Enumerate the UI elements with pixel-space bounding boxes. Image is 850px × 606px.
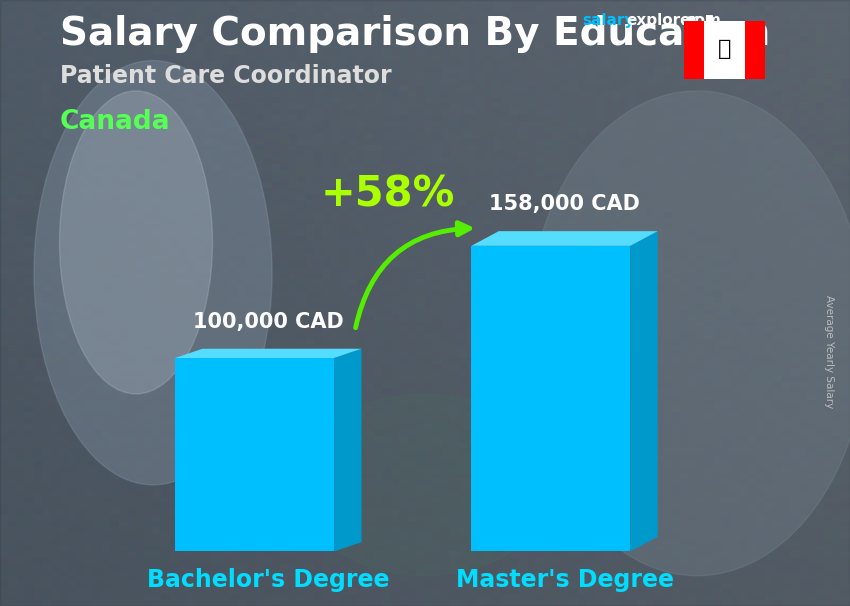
Text: explorer: explorer	[626, 13, 699, 28]
Polygon shape	[471, 246, 630, 551]
Bar	[705, 21, 745, 79]
Text: 100,000 CAD: 100,000 CAD	[193, 312, 343, 332]
Text: Average Yearly Salary: Average Yearly Salary	[824, 295, 834, 408]
Ellipse shape	[60, 91, 212, 394]
Polygon shape	[175, 348, 361, 358]
Ellipse shape	[527, 91, 850, 576]
Text: Patient Care Coordinator: Patient Care Coordinator	[60, 64, 391, 88]
Text: salary: salary	[582, 13, 635, 28]
Polygon shape	[334, 348, 361, 551]
Polygon shape	[175, 358, 334, 551]
Text: 🍁: 🍁	[718, 39, 731, 59]
Text: 158,000 CAD: 158,000 CAD	[489, 195, 640, 215]
Text: .com: .com	[680, 13, 721, 28]
Text: Canada: Canada	[60, 109, 170, 135]
Polygon shape	[630, 231, 658, 551]
Bar	[684, 21, 705, 79]
Text: +58%: +58%	[320, 173, 455, 216]
Ellipse shape	[298, 394, 552, 576]
Text: Salary Comparison By Education: Salary Comparison By Education	[60, 15, 770, 53]
Bar	[745, 21, 765, 79]
Text: Bachelor's Degree: Bachelor's Degree	[147, 568, 389, 592]
Ellipse shape	[34, 61, 272, 485]
FancyArrowPatch shape	[355, 222, 469, 328]
Text: Master's Degree: Master's Degree	[456, 568, 673, 592]
Polygon shape	[471, 231, 658, 246]
